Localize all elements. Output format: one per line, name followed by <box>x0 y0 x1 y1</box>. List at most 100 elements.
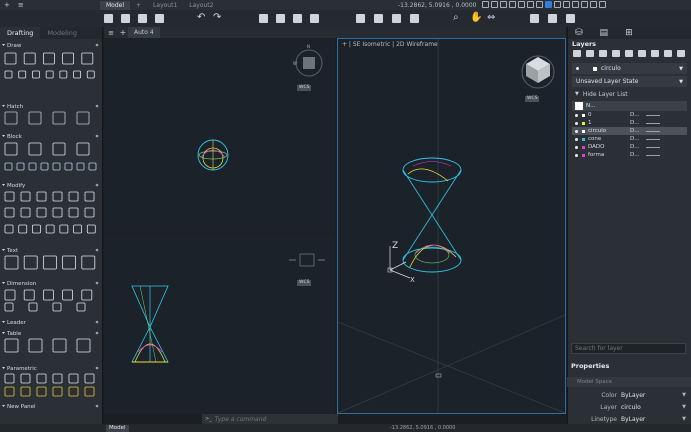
table-icon[interactable] <box>410 14 419 23</box>
tool-icon[interactable] <box>4 302 14 312</box>
panel-menu-icon[interactable] <box>95 104 99 108</box>
tool-icon[interactable] <box>4 111 18 125</box>
tool-icon[interactable] <box>52 338 67 353</box>
layer-state-select[interactable]: Unsaved Layer State ▼ <box>572 76 687 87</box>
tool-icon[interactable] <box>18 224 28 234</box>
layer-tool-icon[interactable] <box>625 50 633 57</box>
layer-tool-icon[interactable] <box>677 50 685 57</box>
layer-tool-icon[interactable] <box>651 50 659 57</box>
pan-icon[interactable]: ✋ <box>470 12 483 23</box>
tool-icon[interactable] <box>45 70 54 79</box>
property-layer[interactable]: Layer circulo ▼ <box>567 402 691 412</box>
tool-icon[interactable] <box>81 289 93 301</box>
tool-icon[interactable] <box>28 302 38 312</box>
publish-icon[interactable] <box>293 14 302 23</box>
tool-icon[interactable] <box>68 373 79 384</box>
orbit-icon[interactable]: ⇔ <box>487 12 496 23</box>
palette-section-text[interactable]: Text <box>6 248 19 254</box>
tool-icon[interactable] <box>40 162 49 171</box>
tool-icon[interactable] <box>68 191 79 202</box>
layout-icon[interactable] <box>356 14 365 23</box>
tool-icon[interactable] <box>4 191 15 202</box>
tab-model[interactable]: Model <box>100 0 131 10</box>
bulb-icon[interactable] <box>575 145 578 149</box>
color-swatch[interactable] <box>582 113 585 117</box>
tool-icon[interactable] <box>43 255 57 270</box>
match-properties-icon[interactable] <box>548 14 557 23</box>
layer-tool-icon[interactable] <box>664 50 672 57</box>
viewport-label[interactable]: + | SE Isometric | 2D Wireframe <box>342 41 438 48</box>
blocks-tab-icon[interactable]: ⊞ <box>625 28 633 38</box>
layer-row[interactable]: 1 D... <box>572 119 687 127</box>
tool-icon[interactable] <box>4 52 17 65</box>
tool-icon[interactable] <box>36 386 47 397</box>
tab-add-layout[interactable]: + <box>136 1 142 9</box>
tool-icon[interactable] <box>84 207 95 218</box>
tool-icon[interactable] <box>23 52 36 65</box>
annotation-scale-icon[interactable] <box>563 1 570 8</box>
tool-icon[interactable] <box>20 191 31 202</box>
bulb-icon[interactable] <box>575 137 578 141</box>
image-icon[interactable] <box>392 14 401 23</box>
color-swatch[interactable] <box>582 145 585 149</box>
sheet-icon[interactable] <box>374 14 383 23</box>
tool-icon[interactable] <box>20 386 31 397</box>
tool-icon[interactable] <box>73 70 81 79</box>
tool-icon[interactable] <box>52 162 61 171</box>
tool-icon[interactable] <box>20 373 31 384</box>
tab-drafting[interactable]: Drafting <box>0 27 41 39</box>
tool-icon[interactable] <box>76 338 91 353</box>
tab-layout2[interactable]: Layout2 <box>189 1 214 9</box>
tool-icon[interactable] <box>84 386 95 397</box>
properties-tab-icon[interactable]: ▤ <box>599 28 609 38</box>
tool-icon[interactable] <box>43 289 54 301</box>
tool-icon[interactable] <box>4 386 15 397</box>
transparency-icon[interactable] <box>545 1 552 8</box>
polar-icon[interactable] <box>509 1 516 8</box>
new-file-icon[interactable] <box>104 14 113 23</box>
redo-icon[interactable]: ↷ <box>213 12 222 23</box>
viewport-front[interactable]: WCS <box>104 234 335 414</box>
auto-scale-icon[interactable] <box>581 1 588 8</box>
layer-tool-icon[interactable] <box>573 50 581 57</box>
color-swatch[interactable] <box>582 153 585 157</box>
wcs-badge[interactable]: WCS <box>525 96 540 102</box>
palette-section-modify[interactable]: Modify <box>7 183 26 189</box>
zoom-icon[interactable]: ⌕ <box>453 12 459 23</box>
tool-icon[interactable] <box>45 224 55 234</box>
tool-icon[interactable] <box>76 111 90 125</box>
tool-icon[interactable] <box>62 52 74 65</box>
quick-properties-icon[interactable] <box>530 14 539 23</box>
tool-icon[interactable] <box>43 52 55 65</box>
panel-menu-icon[interactable] <box>95 404 99 408</box>
tool-icon[interactable] <box>81 255 96 270</box>
save-as-icon[interactable] <box>155 14 164 23</box>
tool-icon[interactable] <box>4 255 19 270</box>
tool-icon[interactable] <box>52 386 63 397</box>
add-drawing-icon[interactable]: + <box>119 28 127 37</box>
layer-table-header[interactable]: N... <box>572 101 687 111</box>
add-icon[interactable]: + <box>4 1 10 9</box>
tool-icon[interactable] <box>28 111 42 125</box>
tool-icon[interactable] <box>28 162 37 171</box>
tool-icon[interactable] <box>4 142 18 156</box>
tool-icon[interactable] <box>23 255 38 270</box>
wcs-badge[interactable]: WCS <box>297 85 312 91</box>
tool-icon[interactable] <box>23 289 35 301</box>
list-icon[interactable]: ≡ <box>17 1 24 9</box>
panel-menu-icon[interactable] <box>95 183 99 187</box>
color-swatch[interactable] <box>582 137 585 141</box>
model-tab[interactable]: Model <box>106 425 129 432</box>
color-swatch[interactable] <box>582 121 585 125</box>
export-icon[interactable] <box>310 14 319 23</box>
tool-icon[interactable] <box>68 207 79 218</box>
open-folder-icon[interactable] <box>121 14 130 23</box>
layer-row[interactable]: 0 D... <box>572 111 687 119</box>
tool-icon[interactable] <box>59 70 68 79</box>
tool-icon[interactable] <box>81 52 94 65</box>
tool-icon[interactable] <box>4 289 16 301</box>
tool-icon[interactable] <box>4 207 15 218</box>
tool-icon[interactable] <box>32 224 41 234</box>
tool-icon[interactable] <box>76 142 90 156</box>
tab-drawing-auto4[interactable]: Auto 4 <box>128 27 160 38</box>
